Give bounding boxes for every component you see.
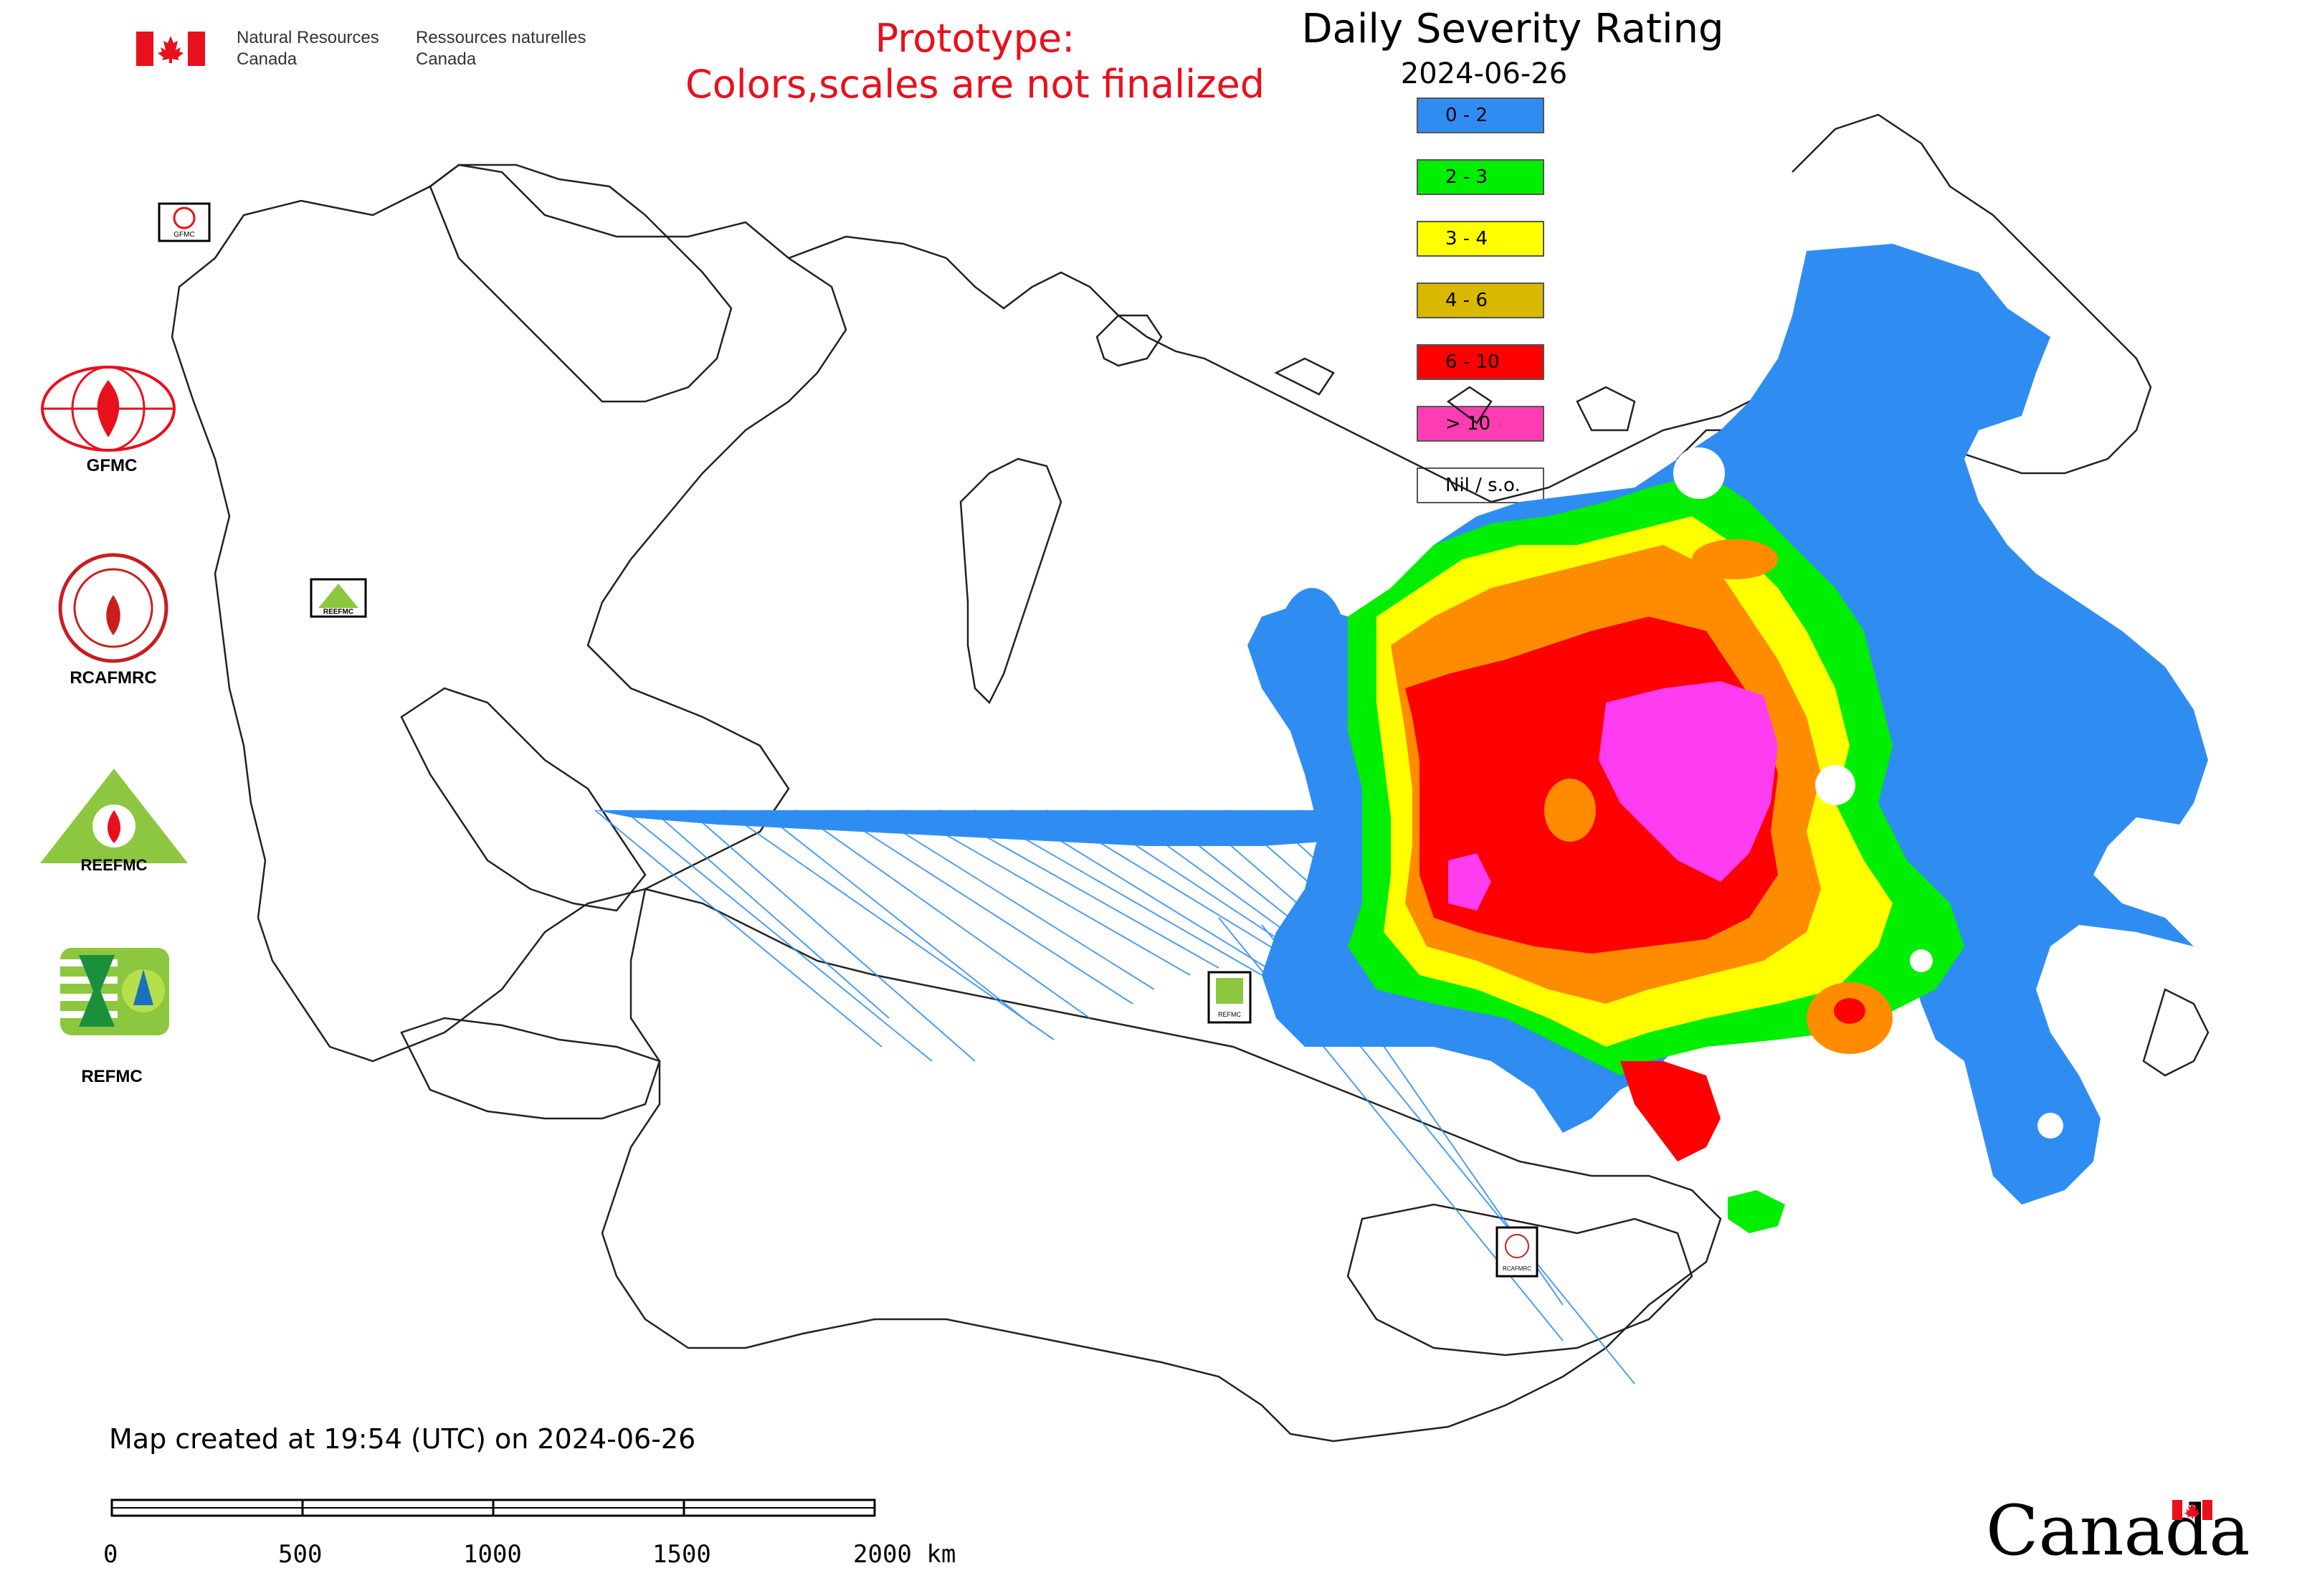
prototype-line2: Colors,scales are not finalized	[685, 62, 1265, 107]
turkey-outline	[400, 1017, 661, 1120]
alaska-outline	[1792, 113, 2152, 475]
legend-label: 2 - 3	[1445, 166, 1488, 188]
prototype-notice: Prototype: Colors,scales are not finaliz…	[645, 16, 1305, 108]
legend: 0 - 2 2 - 3 3 - 4 4 - 6 6 - 10 > 10 Nil …	[1417, 98, 1546, 513]
europe-outline	[171, 163, 847, 1063]
nil-circle-1	[1673, 447, 1725, 499]
prototype-line1: Prototype:	[875, 16, 1075, 61]
scale-tick-1500: 1500	[652, 1540, 711, 1569]
blue-band	[595, 810, 1362, 846]
org-fr-line1: Ressources naturelles	[416, 28, 586, 47]
legend-item-4-6: 4 - 6	[1417, 282, 1544, 318]
refmc-logo-icon	[57, 945, 172, 1038]
scale-bar: 0 500 1000 1500 2000 km	[100, 1498, 975, 1585]
org-en-line1: Natural Resources	[237, 28, 379, 47]
russia-arctic-coast	[788, 235, 1865, 503]
legend-label: 4 - 6	[1445, 290, 1488, 311]
refmc-label: REFMC	[81, 1067, 143, 1086]
marker-label: GFMC	[173, 231, 194, 239]
canada-flag-icon	[136, 32, 205, 66]
south-island	[1728, 1190, 1785, 1233]
legend-item-2-3: 2 - 3	[1417, 159, 1544, 195]
map-canvas: GFMC REEFMC REFMC RCAFMRC	[158, 113, 2210, 1443]
rcafmrc-label: RCAFMRC	[70, 668, 157, 688]
map-markers: GFMC REEFMC REFMC RCAFMRC	[158, 202, 1538, 1278]
central-asia-outline	[601, 888, 1722, 1443]
novaya-zemlya	[959, 457, 1062, 705]
gfmc-label: GFMC	[86, 456, 138, 475]
marker-gfmc	[158, 202, 211, 242]
created-timestamp: Map created at 19:54 (UTC) on 2024-06-26	[109, 1423, 696, 1455]
region-gt-10	[1599, 681, 1778, 882]
balkans-outline	[400, 687, 647, 912]
reefmc-logo-icon: REEFMC	[37, 766, 191, 874]
government-header: Natural Resources Canada Ressources natu…	[136, 27, 624, 77]
legend-label: 3 - 4	[1445, 228, 1488, 250]
map-title: Daily Severity Rating	[1301, 6, 1724, 52]
legend-item-3-4: 3 - 4	[1417, 221, 1544, 257]
scale-tick-0: 0	[103, 1540, 118, 1569]
hotspot-4-6-b	[1692, 539, 1778, 579]
org-en-line2: Canada	[237, 49, 298, 69]
rcafmrc-logo-icon	[57, 552, 169, 664]
map-date: 2024-06-26	[1400, 57, 1568, 90]
legend-item-gt-10: > 10	[1417, 406, 1544, 442]
svalbard	[1095, 314, 1163, 367]
severity-overlay	[1247, 244, 2208, 1233]
scale-tick-1000: 1000	[463, 1540, 522, 1569]
marker-label: RCAFMRC	[1503, 1265, 1531, 1272]
marker-rcafmrc	[1495, 1226, 1538, 1278]
nil-circle-2	[1815, 765, 1855, 805]
scale-tick-500: 500	[278, 1540, 323, 1569]
south-tail	[1620, 1061, 1721, 1162]
legend-label: 6 - 10	[1445, 351, 1500, 373]
org-name-fr: Ressources naturelles Canada	[416, 27, 586, 70]
reefmc-logo-text: REEFMC	[81, 856, 148, 873]
hotspot-4-6	[1544, 779, 1596, 842]
scandinavia-outline	[429, 163, 733, 403]
org-fr-line2: Canada	[416, 49, 477, 69]
marker-label: REEFMC	[323, 608, 353, 616]
southeast-red	[1834, 998, 1865, 1024]
region-gt-10-small	[1448, 853, 1491, 911]
org-name-en: Natural Resources Canada	[237, 27, 379, 70]
japan-outline	[2142, 988, 2210, 1077]
legend-item-0-2: 0 - 2	[1417, 98, 1544, 133]
west-lobe	[1276, 588, 1348, 717]
scale-bar-graphic	[110, 1498, 876, 1517]
legend-label: 0 - 2	[1445, 105, 1488, 126]
nil-circle-3	[1910, 949, 1933, 972]
legend-item-6-10: 6 - 10	[1417, 344, 1544, 380]
scale-tick-2000: 2000 km	[853, 1540, 956, 1569]
marker-label: REFMC	[1218, 1011, 1241, 1018]
gfmc-logo-icon	[40, 366, 176, 452]
nil-circle-4	[2037, 1113, 2063, 1139]
canada-wordmark-flag-icon	[2172, 1500, 2212, 1520]
mongolia-outline	[1346, 1203, 1693, 1357]
